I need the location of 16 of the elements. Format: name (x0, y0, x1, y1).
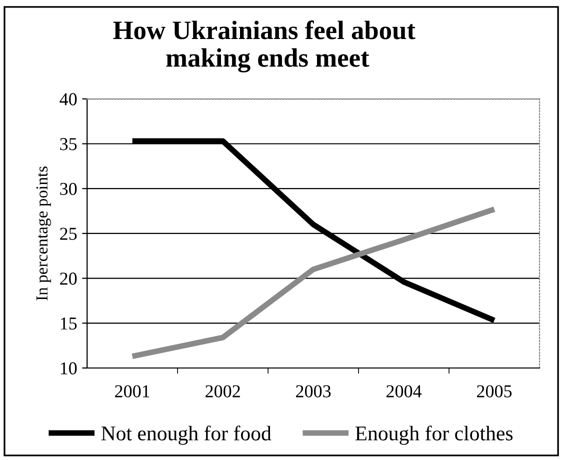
y-tick-label: 10 (60, 362, 77, 374)
y-tick-label: 35 (60, 138, 77, 150)
legend-label: Enough for clothes (355, 426, 513, 445)
x-tick-label: 2005 (477, 385, 512, 398)
y-tick-label: 30 (60, 182, 77, 196)
x-tick-label: 2004 (386, 385, 422, 398)
chart-title: How Ukrainians feel about making ends meet (113, 20, 416, 72)
x-tick-label: 2001 (115, 385, 150, 398)
legend-label: Not enough for food (101, 426, 272, 445)
y-axis-title: In percentage points (36, 166, 51, 300)
x-tick-label: 2002 (206, 385, 240, 398)
y-tick-label: 25 (60, 228, 77, 240)
y-tick-label: 40 (60, 93, 77, 106)
y-tick-label: 15 (60, 317, 77, 330)
x-tick-label: 2003 (296, 385, 331, 398)
y-tick-label: 20 (60, 272, 77, 285)
